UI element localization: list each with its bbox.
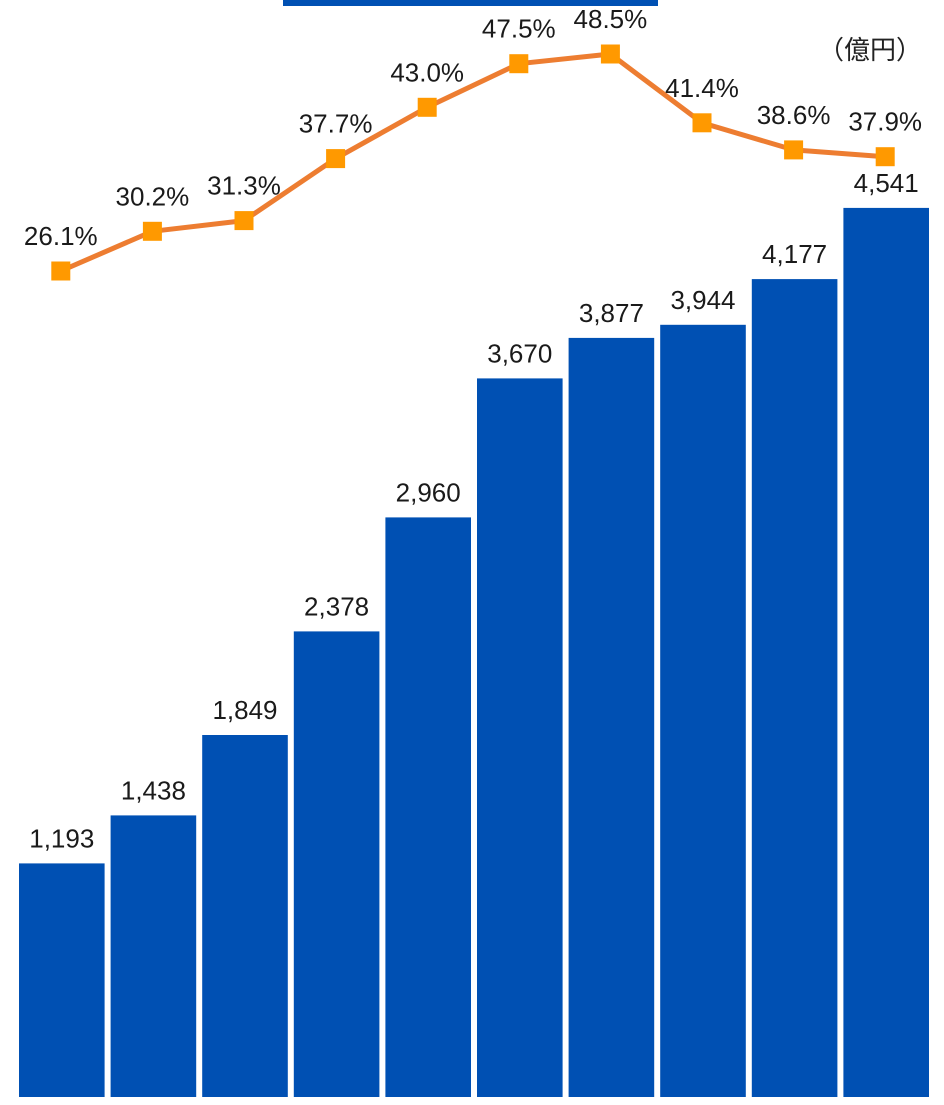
bar-1 xyxy=(19,863,105,1097)
bar-7 xyxy=(568,337,655,1097)
bar-value-label-10: 4,541 xyxy=(854,168,919,198)
bar-series: 1,193 1,438 1,849 2,378 2,960 3,670 3,877 3,944… xyxy=(19,168,929,1098)
line-marker-5 xyxy=(417,97,437,117)
bar-4 xyxy=(293,631,380,1097)
line-value-label-4: 37.7% xyxy=(299,109,373,139)
bar-value-label-3: 1,849 xyxy=(212,695,277,725)
bar-9 xyxy=(751,279,838,1098)
line-value-label-2: 30.2% xyxy=(116,181,190,211)
line-value-label-3: 31.3% xyxy=(207,171,281,201)
line-value-label-7: 48.5% xyxy=(574,4,648,34)
line-value-label-10: 37.9% xyxy=(848,107,922,137)
line-value-label-6: 47.5% xyxy=(482,14,556,44)
bar-value-label-8: 3,944 xyxy=(670,285,735,315)
line-series: 26.1% 30.2% 31.3% 37.7% 43.0% 47.5% 48.5% 41.4%… xyxy=(24,4,922,281)
line-marker-1 xyxy=(51,261,71,281)
line-value-label-9: 38.6% xyxy=(757,100,831,130)
bar-value-label-4: 2,378 xyxy=(304,591,369,621)
bar-3 xyxy=(202,735,288,1097)
bar-value-label-9: 4,177 xyxy=(762,239,827,269)
line-marker-10 xyxy=(875,147,895,167)
bar-value-label-1: 1,193 xyxy=(29,823,94,853)
line-marker-6 xyxy=(509,54,529,74)
line-marker-4 xyxy=(326,149,346,169)
bar-10 xyxy=(843,207,929,1097)
top-accent-bar xyxy=(283,0,658,6)
bar-5 xyxy=(385,517,471,1097)
unit-label: （億円） xyxy=(818,35,923,65)
bar-value-label-2: 1,438 xyxy=(121,775,186,805)
line-value-label-1: 26.1% xyxy=(24,221,98,251)
ratio-line xyxy=(59,51,886,274)
bar-value-label-5: 2,960 xyxy=(396,477,461,507)
line-marker-8 xyxy=(692,113,712,133)
bar-value-label-7: 3,877 xyxy=(579,298,644,328)
bar-8 xyxy=(660,324,746,1097)
line-value-label-5: 43.0% xyxy=(390,57,464,87)
line-value-label-8: 41.4% xyxy=(665,73,739,103)
bar-value-label-6: 3,670 xyxy=(487,338,552,368)
bar-2 xyxy=(110,815,197,1097)
bar-6 xyxy=(477,378,563,1097)
line-marker-9 xyxy=(784,140,804,160)
line-marker-7 xyxy=(600,44,620,64)
line-marker-2 xyxy=(142,221,162,241)
line-marker-3 xyxy=(234,211,254,231)
